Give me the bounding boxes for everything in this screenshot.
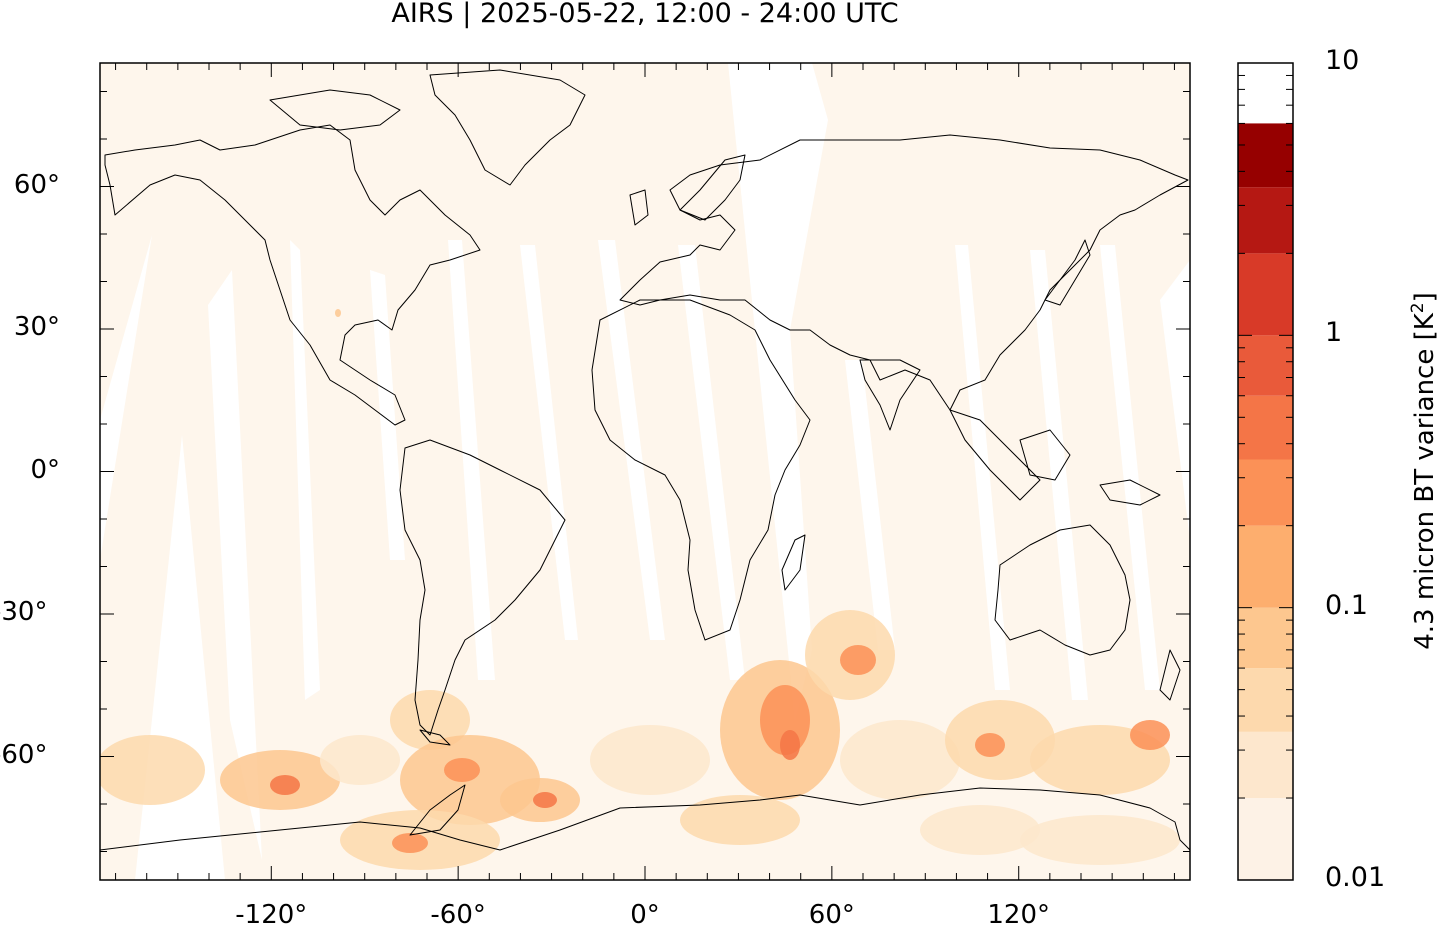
- gap-swath: [370, 270, 405, 560]
- coastline-eurasia: [619, 134, 1189, 411]
- coastline-india: [859, 359, 921, 431]
- variance-patch: [1020, 815, 1180, 865]
- colorbar-band: [1238, 253, 1293, 336]
- coastline-antarctic-peninsula: [409, 784, 466, 836]
- colorbar-ticks: [1238, 74, 1293, 881]
- colorbar-band: [1238, 607, 1293, 669]
- colorbar-band: [1238, 459, 1293, 526]
- colorbar-band: [1238, 525, 1293, 608]
- gap-swath: [1160, 260, 1190, 540]
- colorbar-label: 10: [1325, 45, 1360, 76]
- variance-patch: [1130, 720, 1170, 750]
- y-tick-label: -60°: [0, 739, 48, 770]
- colorbar-title: 4.3 micron BT variance [K2]: [1408, 292, 1440, 650]
- colorbar-band: [1238, 335, 1293, 396]
- colorbar-band: [1238, 395, 1293, 460]
- variance-patch: [840, 645, 876, 675]
- colorbar-band: [1238, 731, 1293, 799]
- gap-swath: [100, 235, 152, 560]
- coastline-greenland: [429, 69, 586, 186]
- coastline-borneo: [1019, 429, 1071, 481]
- variance-patch: [590, 725, 710, 795]
- variance-patch: [920, 805, 1040, 855]
- gap-swath: [520, 245, 578, 640]
- variance-patch: [270, 775, 300, 795]
- orbit-gap-swaths: [100, 63, 1190, 880]
- gap-swath: [448, 240, 495, 680]
- colorbar-band: [1238, 798, 1293, 880]
- gap-swath: [1030, 250, 1088, 700]
- coastline-japan: [1044, 239, 1091, 306]
- coastline-british-isles: [629, 189, 649, 226]
- colorbar-label: 1: [1325, 317, 1343, 349]
- coastline-tierra-del-fuego: [419, 729, 451, 746]
- gap-swath: [845, 360, 895, 650]
- gap-swath: [955, 245, 1010, 690]
- variance-patch: [335, 309, 341, 317]
- coastline-north-america: [104, 124, 481, 426]
- colorbar-band: [1238, 668, 1293, 732]
- gap-swath: [598, 240, 665, 640]
- x-tick-label: 60°: [808, 900, 855, 930]
- gap-swath: [290, 240, 320, 700]
- x-tick-label: -60°: [430, 900, 486, 930]
- coastline-australia: [994, 524, 1131, 656]
- variance-patch: [320, 735, 400, 785]
- y-tick-label: -30°: [0, 597, 48, 627]
- coastline-africa: [591, 299, 811, 641]
- coastline-south-america: [399, 439, 566, 736]
- variance-patch: [444, 758, 480, 782]
- colorbar-band: [1238, 123, 1293, 188]
- gap-swath: [728, 63, 828, 720]
- colorbar-band: [1238, 187, 1293, 254]
- variance-patch: [680, 795, 800, 845]
- x-tick-label: -120°: [235, 900, 308, 930]
- coastline-madagascar: [781, 534, 806, 591]
- gap-swath: [208, 270, 262, 860]
- y-tick-label: 60°: [13, 169, 60, 200]
- y-tick-label: 0°: [30, 454, 60, 485]
- coastline-new-guinea: [1099, 479, 1161, 506]
- variance-patch: [392, 833, 428, 853]
- map-plot-area: [100, 63, 1190, 880]
- x-tick-label: 0°: [630, 900, 660, 930]
- gap-swath: [1100, 245, 1160, 690]
- coastline-new-zealand: [1159, 649, 1181, 701]
- variance-patch: [840, 720, 960, 800]
- colorbar-frame: [1237, 62, 1294, 881]
- variance-patch: [780, 730, 800, 760]
- coastline-arctic-islands: [269, 89, 401, 131]
- variance-patch: [390, 690, 470, 750]
- coastlines: [100, 69, 1190, 851]
- variance-patch: [100, 735, 205, 805]
- coastline-southeast-asia: [949, 409, 1041, 501]
- colorbar-label: 0.01: [1325, 862, 1386, 893]
- gap-swath: [678, 245, 745, 680]
- map-title: AIRS | 2025-05-22, 12:00 - 24:00 UTC: [391, 0, 899, 29]
- map-ticks: [100, 63, 1190, 880]
- x-tick-label: 120°: [987, 900, 1051, 930]
- y-tick-label: 30°: [13, 312, 60, 342]
- variance-field: [100, 309, 1180, 870]
- coastline-antarctica: [100, 787, 1190, 851]
- variance-patch: [975, 733, 1005, 757]
- coastline-scandinavia: [679, 154, 746, 221]
- colorbar-label: 0.1: [1325, 589, 1368, 621]
- colorbar: [1238, 123, 1293, 880]
- variance-patch: [533, 792, 557, 808]
